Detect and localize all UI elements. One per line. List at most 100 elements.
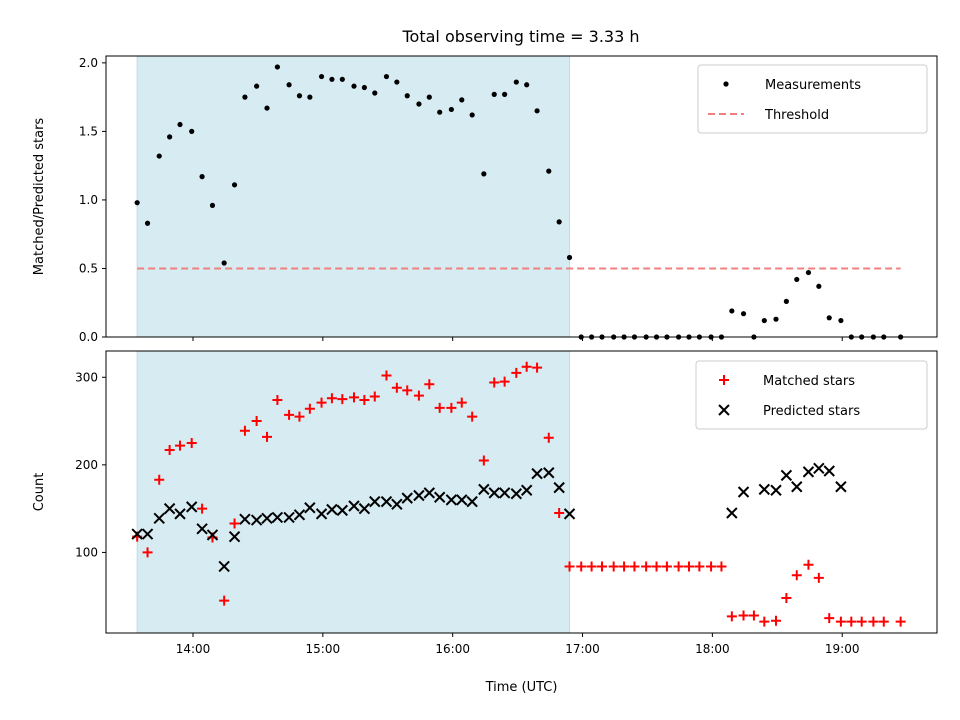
measurements-point <box>761 317 767 324</box>
matched-stars-point <box>651 561 662 572</box>
y-tick-label: 100 <box>75 545 98 559</box>
matched-stars-point <box>791 570 802 581</box>
predicted-stars-point <box>174 508 186 520</box>
matched-stars-point <box>391 382 402 393</box>
matched-stars-point <box>359 395 370 406</box>
measurements-point <box>524 82 530 88</box>
shaded-observing-window <box>136 55 571 338</box>
y-tick-label: 300 <box>75 370 98 384</box>
predicted-stars-point <box>250 514 263 526</box>
measurements-point <box>329 76 335 82</box>
matched-stars-point <box>499 376 510 387</box>
y-tick-label: 1.0 <box>79 193 98 207</box>
matched-stars-point <box>641 561 652 572</box>
matched-stars-point <box>726 611 737 622</box>
measurements-point <box>826 315 832 321</box>
matched-stars-point <box>186 437 197 448</box>
matched-stars-point <box>673 561 684 572</box>
predicted-stars-point <box>758 483 771 496</box>
measurements-point <box>231 182 238 188</box>
y-axis-label: Matched/Predicted stars <box>32 118 47 276</box>
measurements-point <box>805 269 812 276</box>
measurements-point <box>448 106 454 113</box>
measurements-point <box>729 308 735 314</box>
axes-frame <box>105 55 938 338</box>
measurements-point <box>481 171 487 177</box>
matched-stars-point <box>846 616 857 627</box>
predicted-stars-point <box>326 503 338 516</box>
predicted-stars-point <box>369 495 381 508</box>
predicted-stars-point <box>780 469 793 482</box>
predicted-stars-point <box>141 528 154 540</box>
matched-stars-point <box>511 367 522 378</box>
matched-stars-point <box>608 561 619 572</box>
x-tick-label: 19:00 <box>825 642 860 656</box>
matched-stars-point <box>251 416 262 427</box>
matched-stars-point <box>349 392 360 403</box>
y-tick-label: 0.5 <box>79 261 98 275</box>
matched-stars-point <box>197 503 208 514</box>
ratio-panel: 0.0 0.5 1.0 1.5 2.0 Matched/Predicted stars Me… <box>32 55 938 344</box>
y-tick-label: 2.0 <box>79 56 98 70</box>
predicted-stars-point <box>433 491 446 503</box>
matched-stars-point <box>154 474 165 485</box>
matched-stars-point <box>262 431 273 442</box>
matched-stars-point <box>554 508 565 519</box>
matched-stars-point <box>229 518 240 529</box>
predicted-stars-point <box>283 511 295 524</box>
measurements-point <box>773 316 779 322</box>
predicted-stars-point <box>726 507 738 519</box>
matched-stars-point <box>738 610 749 621</box>
measurements-point <box>199 174 205 180</box>
measurements-point <box>838 317 844 324</box>
matched-stars-point <box>576 561 587 572</box>
matched-stars-point <box>586 561 597 572</box>
predicted-stars-point <box>423 487 436 499</box>
matched-stars-point <box>284 409 295 420</box>
predicted-stars-point <box>543 467 555 479</box>
measurements-point <box>318 73 325 80</box>
measurements-point <box>383 73 390 80</box>
measurements-point <box>286 82 292 88</box>
measurements-point <box>740 311 747 317</box>
predicted-stars-point <box>413 489 425 502</box>
measurements-point <box>339 76 345 82</box>
predicted-stars-point <box>206 529 219 541</box>
matched-stars-point <box>326 393 337 404</box>
matched-stars-point <box>878 616 889 627</box>
predicted-stars-point <box>228 530 241 543</box>
predicted-stars-point <box>563 508 576 520</box>
matched-stars-point <box>683 561 694 572</box>
matched-stars-point <box>597 561 608 572</box>
axes-frame <box>105 350 938 634</box>
measurements-point <box>254 83 260 89</box>
predicted-stars-point <box>770 484 782 496</box>
predicted-stars-point <box>131 528 143 540</box>
measurements-point <box>156 153 162 159</box>
legend-label: Predicted stars <box>763 404 860 419</box>
predicted-stars-point <box>218 560 230 573</box>
predicted-stars-point <box>304 502 316 514</box>
matched-stars-point <box>694 561 705 572</box>
matched-stars-point <box>629 561 640 572</box>
y-tick-label: 0.0 <box>79 330 98 344</box>
matched-stars-point <box>813 572 824 583</box>
predicted-stars-point <box>380 495 393 508</box>
x-tick-label: 16:00 <box>435 642 470 656</box>
predicted-stars-point <box>466 495 478 508</box>
measurements-point <box>372 90 378 96</box>
matched-stars-point <box>164 444 175 455</box>
matched-stars-point <box>824 613 835 624</box>
matched-stars-point <box>716 561 727 572</box>
y-tick-label: 1.5 <box>79 124 98 138</box>
predicted-stars-point <box>293 509 306 521</box>
predicted-stars-point <box>271 511 284 524</box>
measurements-point <box>177 121 183 128</box>
matched-stars-point <box>748 610 759 621</box>
measurements-point <box>534 108 540 114</box>
predicted-stars-point <box>823 465 835 477</box>
measurements-point <box>167 134 173 140</box>
predicted-stars-point <box>336 504 349 517</box>
measurements-point <box>416 101 422 107</box>
